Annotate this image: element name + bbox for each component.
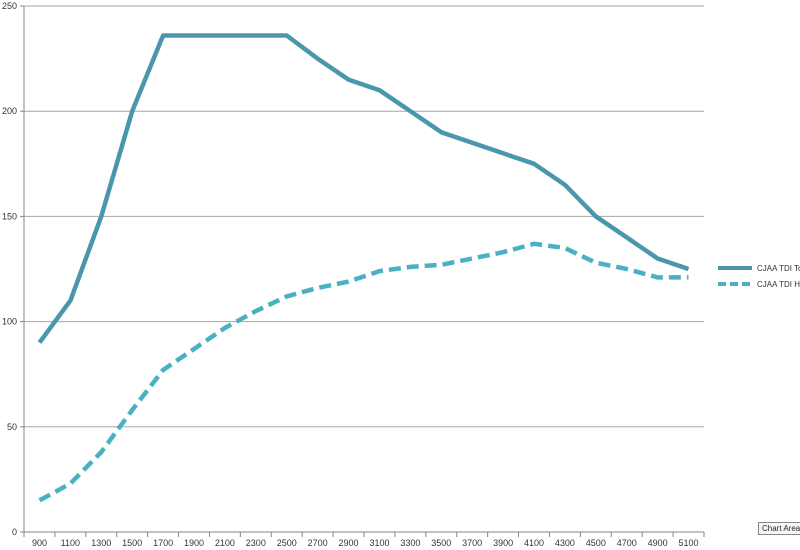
x-tick-label: 4100	[524, 538, 544, 548]
y-axis-ticks: 0 50 100 150 200 250	[2, 1, 24, 537]
x-tick-label: 4500	[586, 538, 606, 548]
x-tick-label: 3700	[462, 538, 482, 548]
gridlines	[24, 5, 704, 428]
legend-label: CJAA TDI HP	[757, 280, 800, 289]
x-tick-label: 1300	[91, 538, 111, 548]
series-group	[37, 33, 690, 503]
y-tick-label: 200	[2, 106, 17, 116]
x-tick-label: 4700	[617, 538, 637, 548]
x-tick-label: 3500	[431, 538, 451, 548]
x-tick-label: 2300	[246, 538, 266, 548]
x-tick-label: 900	[32, 538, 47, 548]
y-tick-label: 250	[2, 1, 17, 11]
series-line-torque	[37, 33, 690, 344]
x-tick-label: 1500	[122, 538, 142, 548]
legend: CJAA TDI Toqrue CJAA TDI HP	[718, 264, 800, 289]
y-tick-label: 100	[2, 317, 17, 327]
y-tick-label: 50	[7, 422, 17, 432]
chart-area-tooltip: Chart Area	[758, 522, 800, 535]
x-tick-label: 2700	[308, 538, 328, 548]
x-tick-label: 1900	[184, 538, 204, 548]
series-line-hp	[38, 241, 689, 503]
x-tick-label: 3300	[400, 538, 420, 548]
y-tick-label: 0	[12, 527, 17, 537]
x-tick-label: 5100	[679, 538, 699, 548]
x-tick-label: 4300	[555, 538, 575, 548]
x-tick-label: 3900	[493, 538, 513, 548]
x-tick-label: 2500	[277, 538, 297, 548]
legend-label: CJAA TDI Toqrue	[757, 264, 800, 273]
x-tick-label: 1100	[61, 538, 80, 548]
x-tick-label: 2900	[339, 538, 359, 548]
x-tick-label: 3100	[369, 538, 389, 548]
x-tick-label: 2100	[215, 538, 235, 548]
x-tick-label: 4900	[648, 538, 668, 548]
x-axis-ticks: 900 1100 1300 1500 1700 1900 2100 2300 2500 2700 2…	[23, 532, 705, 548]
x-tick-label: 1700	[153, 538, 173, 548]
y-tick-label: 150	[2, 211, 17, 221]
